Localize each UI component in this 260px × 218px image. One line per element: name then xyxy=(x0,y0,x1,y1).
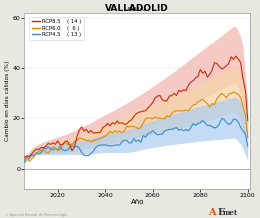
Text: A: A xyxy=(208,208,216,217)
Text: © Agencia Estatal de Meteorología: © Agencia Estatal de Meteorología xyxy=(5,213,67,217)
Text: E: E xyxy=(217,208,225,217)
Legend: RCP8.5    ( 14 ), RCP6.0    (  6 ), RCP4.5    ( 13 ): RCP8.5 ( 14 ), RCP6.0 ( 6 ), RCP4.5 ( 13… xyxy=(29,17,84,40)
Title: VALLADOLID: VALLADOLID xyxy=(106,4,169,13)
X-axis label: Año: Año xyxy=(131,199,144,205)
Text: ANUAL: ANUAL xyxy=(127,7,148,12)
Y-axis label: Cambio en días cálidos (%): Cambio en días cálidos (%) xyxy=(4,61,10,141)
Text: met: met xyxy=(222,209,238,217)
